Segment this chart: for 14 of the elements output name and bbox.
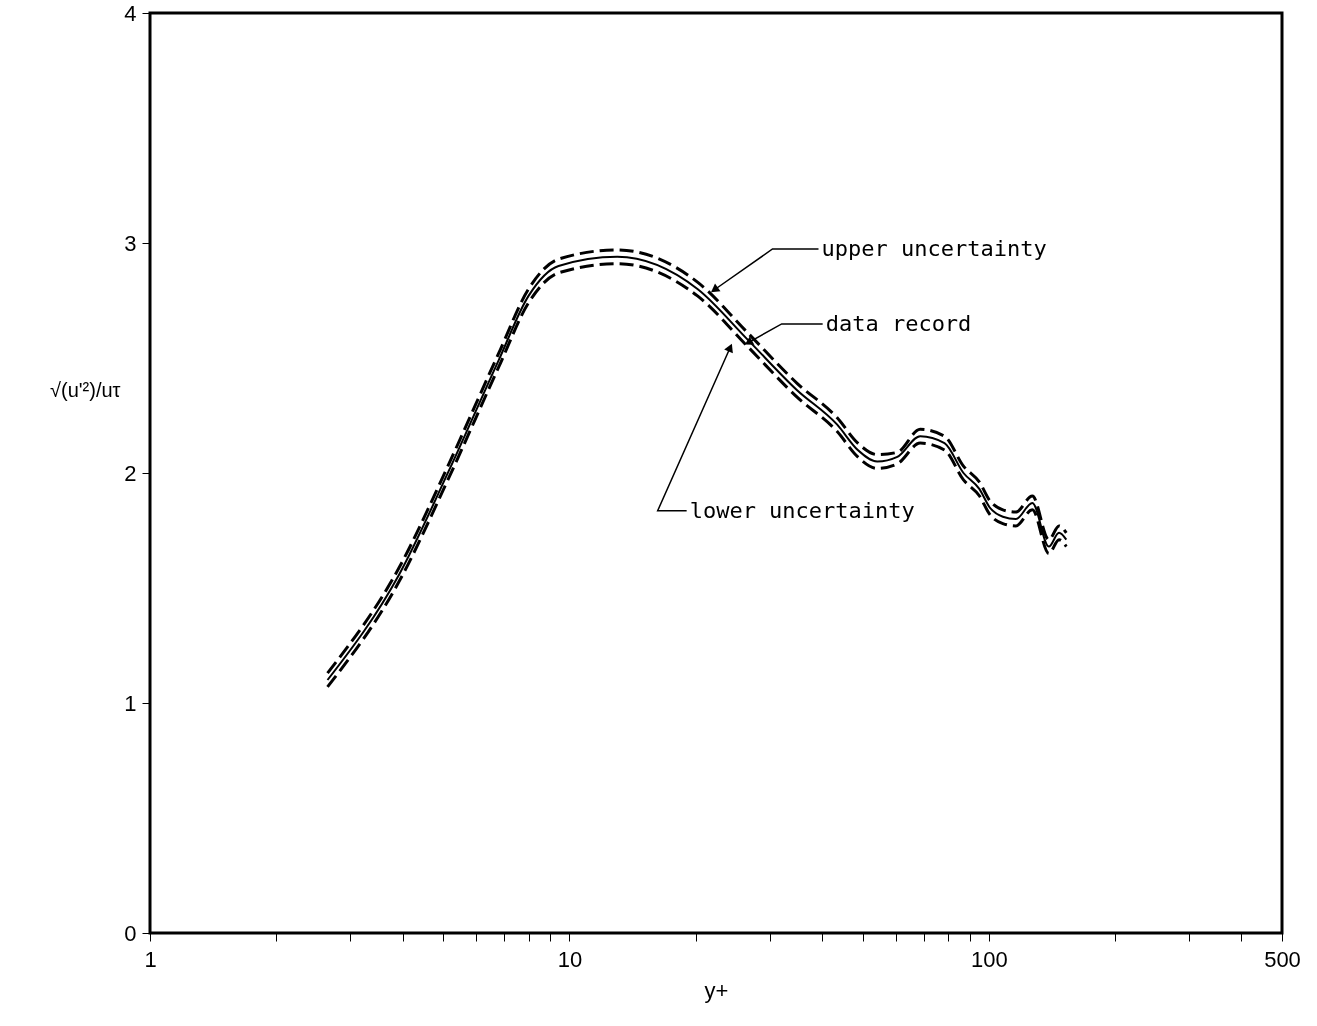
annotation: data record <box>825 310 972 336</box>
x-tick-label: 10 <box>557 946 583 972</box>
y-tick-label: 0 <box>124 920 137 946</box>
y-tick-label: 4 <box>124 0 137 26</box>
annotation: upper uncertainty <box>821 236 1047 261</box>
x-tick-label: 500 <box>1264 946 1301 972</box>
annotation: lower uncertainty <box>689 497 915 523</box>
x-axis-title: y+ <box>704 977 729 1003</box>
x-tick-label: 100 <box>970 946 1008 972</box>
y-tick-label: 3 <box>124 230 137 256</box>
y-axis-title: √(u'²)/uτ <box>50 378 121 401</box>
y-tick-label: 1 <box>124 690 137 716</box>
y-tick-label: 2 <box>124 460 137 486</box>
x-tick-label: 1 <box>144 946 157 972</box>
